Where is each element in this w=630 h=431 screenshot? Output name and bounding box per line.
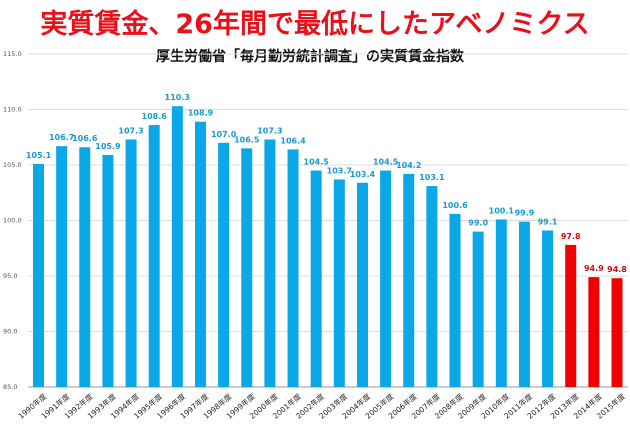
headline: 実質賃金、26年間で最低にしたアベノミクス <box>40 9 590 40</box>
data-label: 106.6 <box>72 134 98 143</box>
bar <box>56 146 68 387</box>
y-tick-label: 85.0 <box>3 383 17 391</box>
bar <box>426 186 438 387</box>
bar <box>518 221 530 387</box>
data-label: 107.0 <box>211 130 237 139</box>
data-label: 105.9 <box>95 142 121 151</box>
bar <box>125 139 137 387</box>
y-tick-label: 95.0 <box>3 272 17 280</box>
data-label: 99.0 <box>468 219 488 228</box>
bar <box>148 125 160 387</box>
bar <box>449 213 461 387</box>
data-label: 108.6 <box>142 112 168 121</box>
data-label: 97.8 <box>561 232 581 241</box>
bar <box>171 106 183 388</box>
bar <box>588 277 600 387</box>
data-label: 106.4 <box>280 136 306 145</box>
data-label: 100.1 <box>489 206 515 215</box>
bar <box>264 139 276 387</box>
bar <box>472 231 484 387</box>
data-label: 106.5 <box>234 135 260 144</box>
data-label: 107.3 <box>118 126 143 135</box>
data-label: 104.5 <box>373 158 399 167</box>
data-label: 103.1 <box>419 173 445 182</box>
data-label: 99.1 <box>538 217 558 226</box>
data-label: 103.7 <box>327 166 352 175</box>
data-label: 110.3 <box>165 93 190 102</box>
data-label: 108.9 <box>188 109 214 118</box>
data-label: 104.2 <box>396 161 421 170</box>
bar <box>241 148 253 387</box>
bar <box>565 244 577 387</box>
data-label: 94.8 <box>607 265 627 274</box>
data-label: 107.3 <box>257 126 282 135</box>
y-tick-label: 90.0 <box>3 328 17 336</box>
bar <box>33 163 44 387</box>
bar <box>194 121 206 388</box>
bar <box>333 179 345 387</box>
bar <box>542 230 554 387</box>
bar <box>403 173 415 387</box>
data-label: 99.9 <box>515 209 535 218</box>
bar <box>611 278 623 387</box>
bar <box>310 170 322 387</box>
data-label: 104.5 <box>304 158 330 167</box>
bar <box>495 219 507 387</box>
y-tick-label: 100.0 <box>3 217 22 225</box>
data-label: 100.6 <box>442 201 468 210</box>
bar <box>79 147 91 387</box>
bar <box>356 182 368 387</box>
data-label: 105.1 <box>26 151 52 160</box>
bar <box>218 142 230 387</box>
chart-title: 厚生労働省「毎月勤労統計調査」の実質賃金指数 <box>156 49 464 65</box>
y-tick-label: 115.0 <box>3 50 22 58</box>
y-tick-label: 105.0 <box>3 161 22 169</box>
bar <box>102 155 114 387</box>
data-label: 94.9 <box>584 264 604 273</box>
data-label: 103.4 <box>350 170 376 179</box>
bar <box>380 170 392 387</box>
data-label: 106.7 <box>49 133 74 142</box>
y-tick-label: 110.0 <box>3 106 22 114</box>
bar <box>287 149 299 387</box>
